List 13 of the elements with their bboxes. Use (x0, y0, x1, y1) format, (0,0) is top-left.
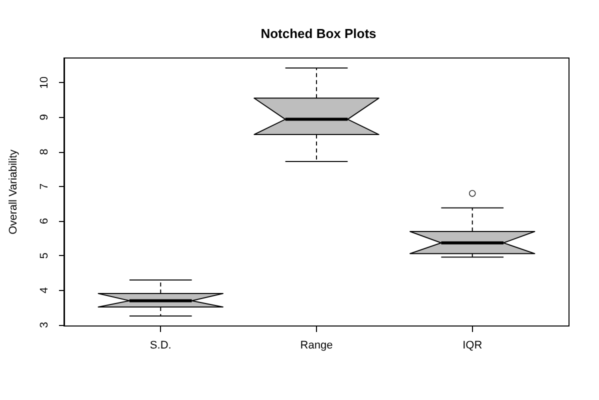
y-axis-title: Overall Variability (8, 149, 20, 234)
x-tick-label: Range (300, 340, 333, 352)
y-tick-label: 6 (38, 218, 50, 224)
y-tick-label: 9 (38, 114, 50, 120)
y-tick-label: 3 (38, 322, 50, 328)
y-tick-label: 8 (38, 148, 50, 155)
y-tick-label: 7 (38, 183, 50, 190)
y-tick-label: 5 (38, 252, 50, 259)
y-tick-label: 4 (38, 287, 50, 294)
x-tick-label: IQR (462, 340, 482, 352)
chart-title: Notched Box Plots (260, 26, 376, 41)
x-tick-label: S.D. (150, 340, 172, 352)
y-tick-label: 10 (38, 76, 50, 89)
